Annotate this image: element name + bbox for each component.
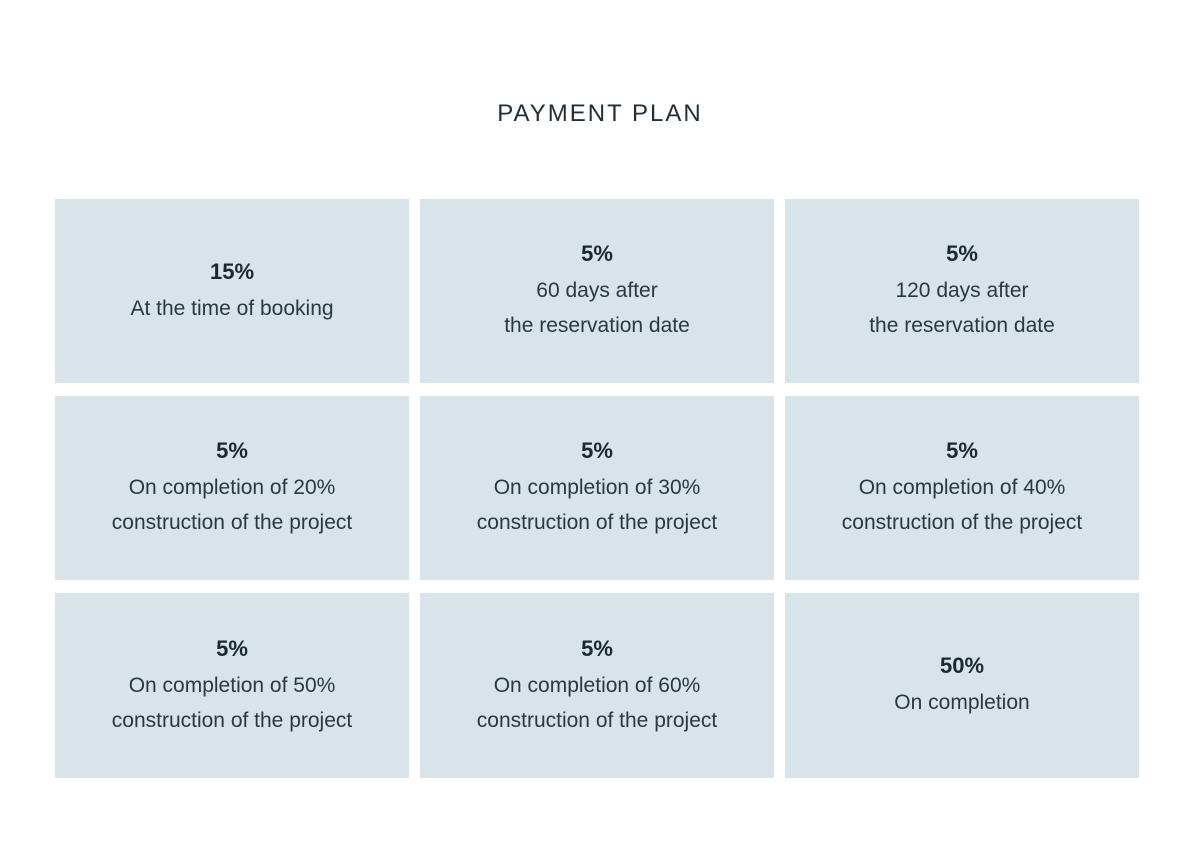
card-description: On completion of 20% — [128, 476, 336, 499]
card-percent: 5% — [946, 438, 978, 463]
plan-card-completion: 50% On completion — [785, 593, 1139, 778]
plan-card-booking: 15% At the time of booking — [55, 199, 409, 383]
card-description: On completion of 60% — [493, 673, 701, 697]
plan-card-40-percent: 5% On completion of 40% construction of … — [785, 396, 1139, 580]
card-description: 120 days after — [895, 279, 1029, 302]
plan-card-60-days: 5% 60 days after the reservation date — [420, 199, 774, 383]
card-description: On completion of 50% — [128, 673, 336, 697]
card-description-secondary: construction of the project — [841, 511, 1083, 534]
card-percent: 15% — [209, 258, 255, 284]
card-percent: 5% — [581, 241, 613, 266]
plan-card-50-percent: 5% On completion of 50% construction of … — [55, 593, 409, 778]
payment-plan-grid: 15% At the time of booking 5% 60 days af… — [55, 199, 1140, 778]
card-description: At the time of booking — [130, 296, 334, 320]
plan-card-60-percent: 5% On completion of 60% construction of … — [420, 593, 774, 778]
card-description: On completion of 30% — [493, 476, 701, 499]
card-percent: 5% — [946, 241, 978, 266]
card-percent: 50% — [939, 653, 985, 678]
card-description-secondary: the reservation date — [869, 314, 1055, 337]
card-description-secondary: construction of the project — [476, 511, 718, 534]
card-description-secondary: construction of the project — [111, 708, 353, 732]
card-description: 60 days after — [536, 279, 658, 302]
card-percent: 5% — [581, 438, 613, 463]
card-percent: 5% — [216, 635, 248, 661]
plan-card-20-percent: 5% On completion of 20% construction of … — [55, 396, 409, 580]
card-percent: 5% — [216, 438, 248, 463]
card-description: On completion of 40% — [858, 476, 1066, 499]
card-description-secondary: construction of the project — [476, 708, 718, 732]
card-description-secondary: the reservation date — [504, 314, 690, 337]
plan-card-120-days: 5% 120 days after the reservation date — [785, 199, 1139, 383]
plan-card-30-percent: 5% On completion of 30% construction of … — [420, 396, 774, 580]
card-percent: 5% — [581, 635, 613, 661]
page-title: PAYMENT PLAN — [497, 100, 703, 127]
card-description: On completion — [894, 691, 1030, 714]
card-description-secondary: construction of the project — [111, 511, 353, 534]
